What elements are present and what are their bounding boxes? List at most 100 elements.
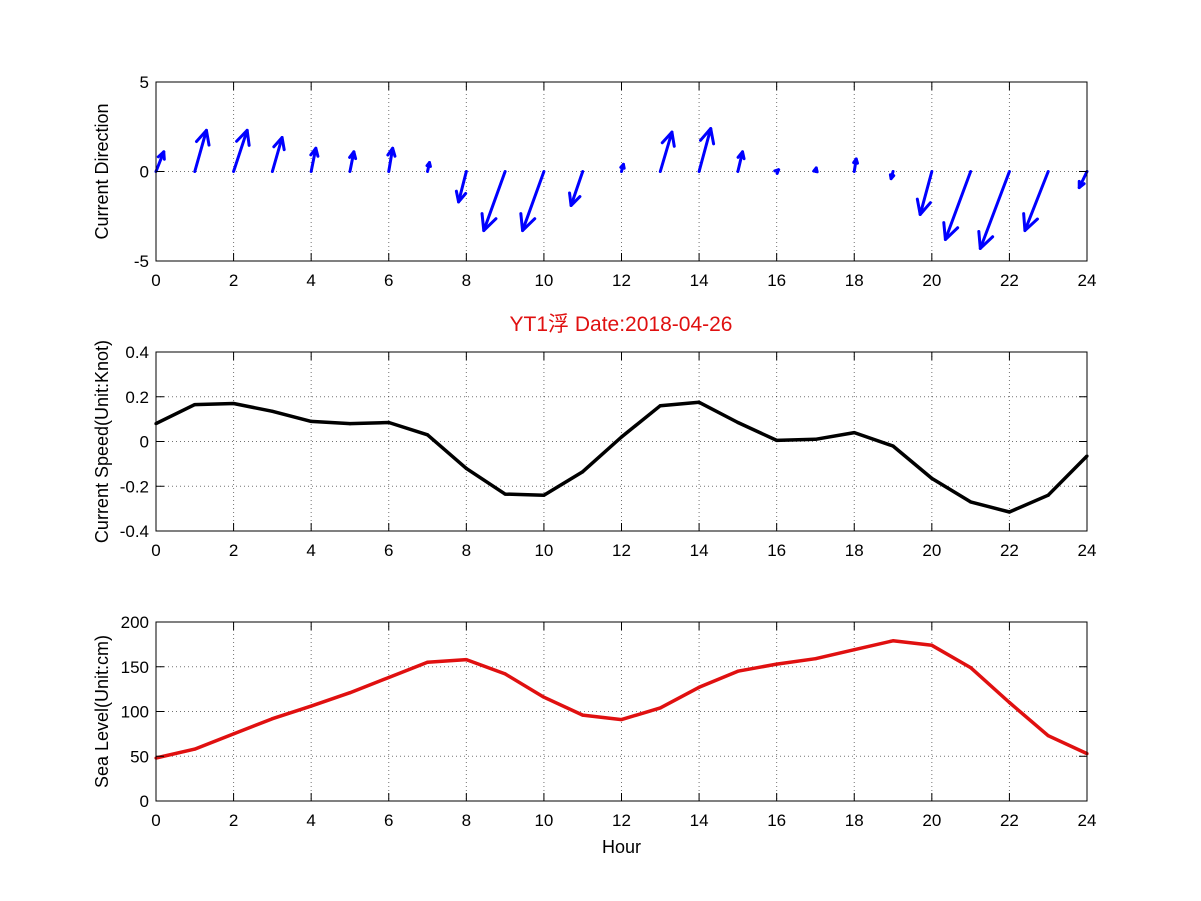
arrow-head <box>773 168 781 175</box>
data-point <box>387 420 391 425</box>
arrow-shaft <box>569 170 585 208</box>
current-arrow <box>348 150 358 173</box>
arrow-head <box>272 135 286 152</box>
data-point <box>658 706 662 710</box>
y-tick-label: 0 <box>140 433 149 452</box>
data-point <box>193 402 197 407</box>
data-point <box>270 409 274 413</box>
x-tick-label: 10 <box>534 271 553 290</box>
data-point <box>425 433 430 437</box>
y-tick-label: 100 <box>121 703 149 722</box>
current-arrow <box>454 170 468 204</box>
current-arrow <box>942 170 973 242</box>
current-arrow <box>270 135 286 173</box>
data-point <box>930 476 934 481</box>
data-point <box>852 430 856 435</box>
current-arrow <box>1022 170 1050 233</box>
x-tick-label: 18 <box>845 811 864 830</box>
x-tick-label: 0 <box>151 541 160 560</box>
arrow-head <box>568 191 582 208</box>
y-tick-label: -0.2 <box>120 477 149 496</box>
x-tick-label: 8 <box>462 541 471 560</box>
arrow-shaft <box>697 127 713 173</box>
data-point <box>891 639 895 643</box>
data-point <box>348 691 352 695</box>
x-tick-label: 0 <box>151 811 160 830</box>
x-tick-label: 18 <box>845 541 864 560</box>
current-arrow <box>480 170 507 233</box>
current-arrow <box>812 166 819 174</box>
x-tick-label: 12 <box>612 811 631 830</box>
y-tick-label: 50 <box>130 747 149 766</box>
data-point <box>697 400 701 404</box>
arrow-head <box>915 197 932 216</box>
data-point <box>775 438 779 442</box>
y-tick-label: 0.2 <box>125 388 149 407</box>
y-tick-label: 0.4 <box>125 343 149 362</box>
data-point <box>969 500 973 504</box>
x-tick-label: 20 <box>922 541 941 560</box>
data-point <box>891 444 895 448</box>
data-point <box>503 492 507 496</box>
arrow-shaft <box>658 130 674 173</box>
y-tick-label: -5 <box>134 252 149 271</box>
data-point <box>852 648 856 652</box>
arrow-head <box>977 230 995 250</box>
arrow-shaft <box>270 135 284 173</box>
data-point <box>1007 510 1012 514</box>
current-arrow <box>193 128 211 173</box>
arrow-head <box>235 128 251 147</box>
current-speed-panel: 0 2 4 6 8 10 12 14 16 18 20 22 24-0.4-0.200.20.4Curr… <box>92 340 1096 560</box>
arrow-shaft <box>978 170 1011 250</box>
data-point <box>736 669 740 673</box>
x-tick-label: 24 <box>1078 811 1097 830</box>
arrow-shaft <box>309 146 318 173</box>
y-axis-label: Sea Level(Unit:cm) <box>92 635 112 788</box>
x-axis-label: Hour <box>602 837 641 857</box>
x-tick-label: 22 <box>1000 811 1019 830</box>
arrow-head <box>156 150 166 161</box>
current-arrow <box>309 146 320 173</box>
current-arrow <box>977 170 1011 250</box>
x-tick-label: 12 <box>612 541 631 560</box>
current-arrow <box>915 170 934 216</box>
data-point <box>658 404 662 408</box>
current-arrow <box>568 170 585 208</box>
y-tick-label: -0.4 <box>120 522 149 541</box>
x-tick-label: 2 <box>229 811 238 830</box>
data-point <box>348 422 352 426</box>
arrow-shaft <box>521 170 546 233</box>
arrow-shaft <box>943 170 973 242</box>
x-tick-label: 10 <box>534 541 553 560</box>
data-point <box>270 717 274 721</box>
x-tick-label: 20 <box>922 271 941 290</box>
y-axis-label: Current Speed(Unit:Knot) <box>92 340 112 543</box>
data-point <box>309 704 313 708</box>
x-tick-label: 14 <box>690 541 709 560</box>
x-tick-label: 12 <box>612 271 631 290</box>
data-point <box>813 657 818 661</box>
data-point <box>736 420 740 425</box>
data-point <box>542 695 546 699</box>
y-tick-label: 0 <box>140 163 149 182</box>
data-point <box>309 419 313 423</box>
x-tick-label: 24 <box>1078 271 1097 290</box>
arrow-head <box>888 173 896 181</box>
x-tick-label: 14 <box>690 271 709 290</box>
x-tick-label: 16 <box>767 541 786 560</box>
x-tick-label: 16 <box>767 811 786 830</box>
y-tick-label: 150 <box>121 658 149 677</box>
arrow-head <box>699 127 716 146</box>
arrow-head <box>942 221 960 242</box>
current-arrow <box>697 127 716 173</box>
arrow-shaft <box>193 128 208 173</box>
x-tick-label: 24 <box>1078 541 1097 560</box>
data-point <box>619 435 624 439</box>
data-point <box>619 717 624 722</box>
x-tick-label: 10 <box>534 811 553 830</box>
current-arrow <box>519 170 546 233</box>
arrow-head <box>660 130 676 148</box>
y-tick-label: 0 <box>140 792 149 811</box>
data-point <box>775 662 779 666</box>
